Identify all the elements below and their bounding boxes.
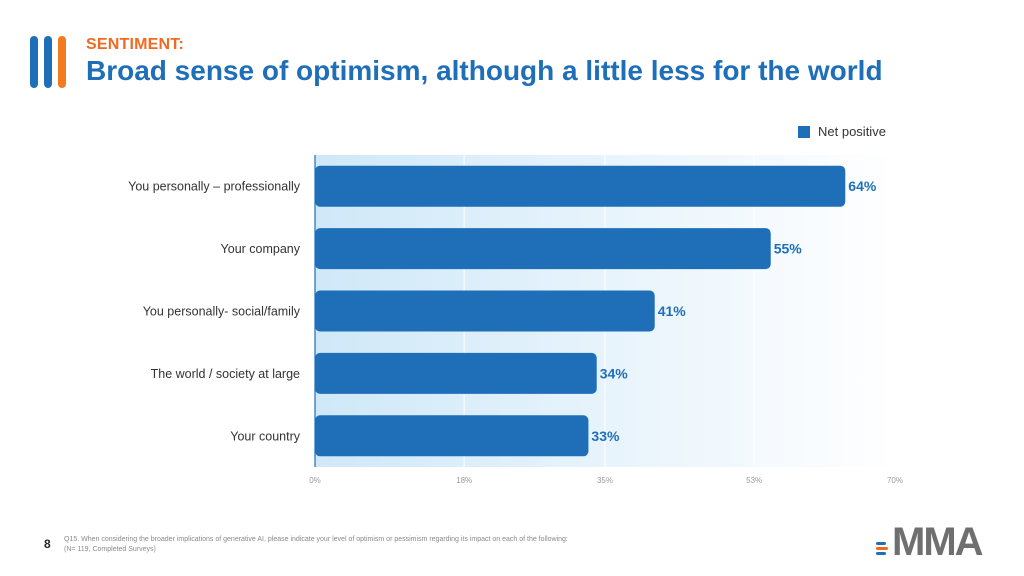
chart-legend: Net positive	[798, 124, 886, 139]
category-label: Your company	[221, 242, 301, 256]
bar	[315, 165, 846, 207]
section-eyebrow: SENTIMENT:	[86, 36, 184, 53]
bar	[315, 228, 771, 270]
bar	[315, 290, 655, 332]
data-label: 41%	[658, 303, 687, 319]
category-labels: You personally – professionally Your comp…	[128, 180, 301, 444]
footnote: Q15. When considering the broader implic…	[64, 535, 568, 555]
category-label: Your country	[230, 429, 300, 443]
legend-swatch	[798, 125, 810, 138]
bar-chart: You personally – professionally Your comp…	[128, 155, 903, 485]
x-tick-labels: 0% 18% 35% 53% 70%	[309, 476, 903, 485]
mma-logo: MMA	[876, 522, 1000, 562]
logo-text: MMA	[892, 520, 984, 564]
footnote-sample: (N= 119, Completed Surveys)	[64, 546, 156, 553]
title-accent-bars	[30, 36, 70, 88]
bar	[315, 352, 597, 394]
category-label: You personally- social/family	[143, 305, 301, 319]
x-tick-label: 0%	[309, 476, 321, 485]
data-label: 64%	[848, 178, 877, 194]
data-label: 34%	[600, 365, 629, 381]
bar	[315, 415, 589, 457]
accent-bar	[30, 36, 38, 88]
category-label: The world / society at large	[151, 367, 300, 381]
x-tick-label: 70%	[887, 476, 903, 485]
footnote-question: Q15. When considering the broader implic…	[64, 536, 568, 543]
data-label: 33%	[591, 428, 620, 444]
accent-bar	[44, 36, 52, 88]
x-tick-label: 53%	[746, 476, 762, 485]
data-label: 55%	[774, 241, 803, 257]
legend-label: Net positive	[818, 124, 886, 139]
x-tick-label: 35%	[597, 476, 613, 485]
accent-bar	[58, 36, 66, 88]
page-title: Broad sense of optimism, although a litt…	[86, 55, 883, 86]
bars	[315, 165, 846, 457]
category-label: You personally – professionally	[128, 180, 301, 194]
x-tick-label: 18%	[456, 476, 472, 485]
value-labels: 64% 55% 41% 34% 33%	[591, 178, 876, 444]
page-number: 8	[44, 537, 51, 551]
